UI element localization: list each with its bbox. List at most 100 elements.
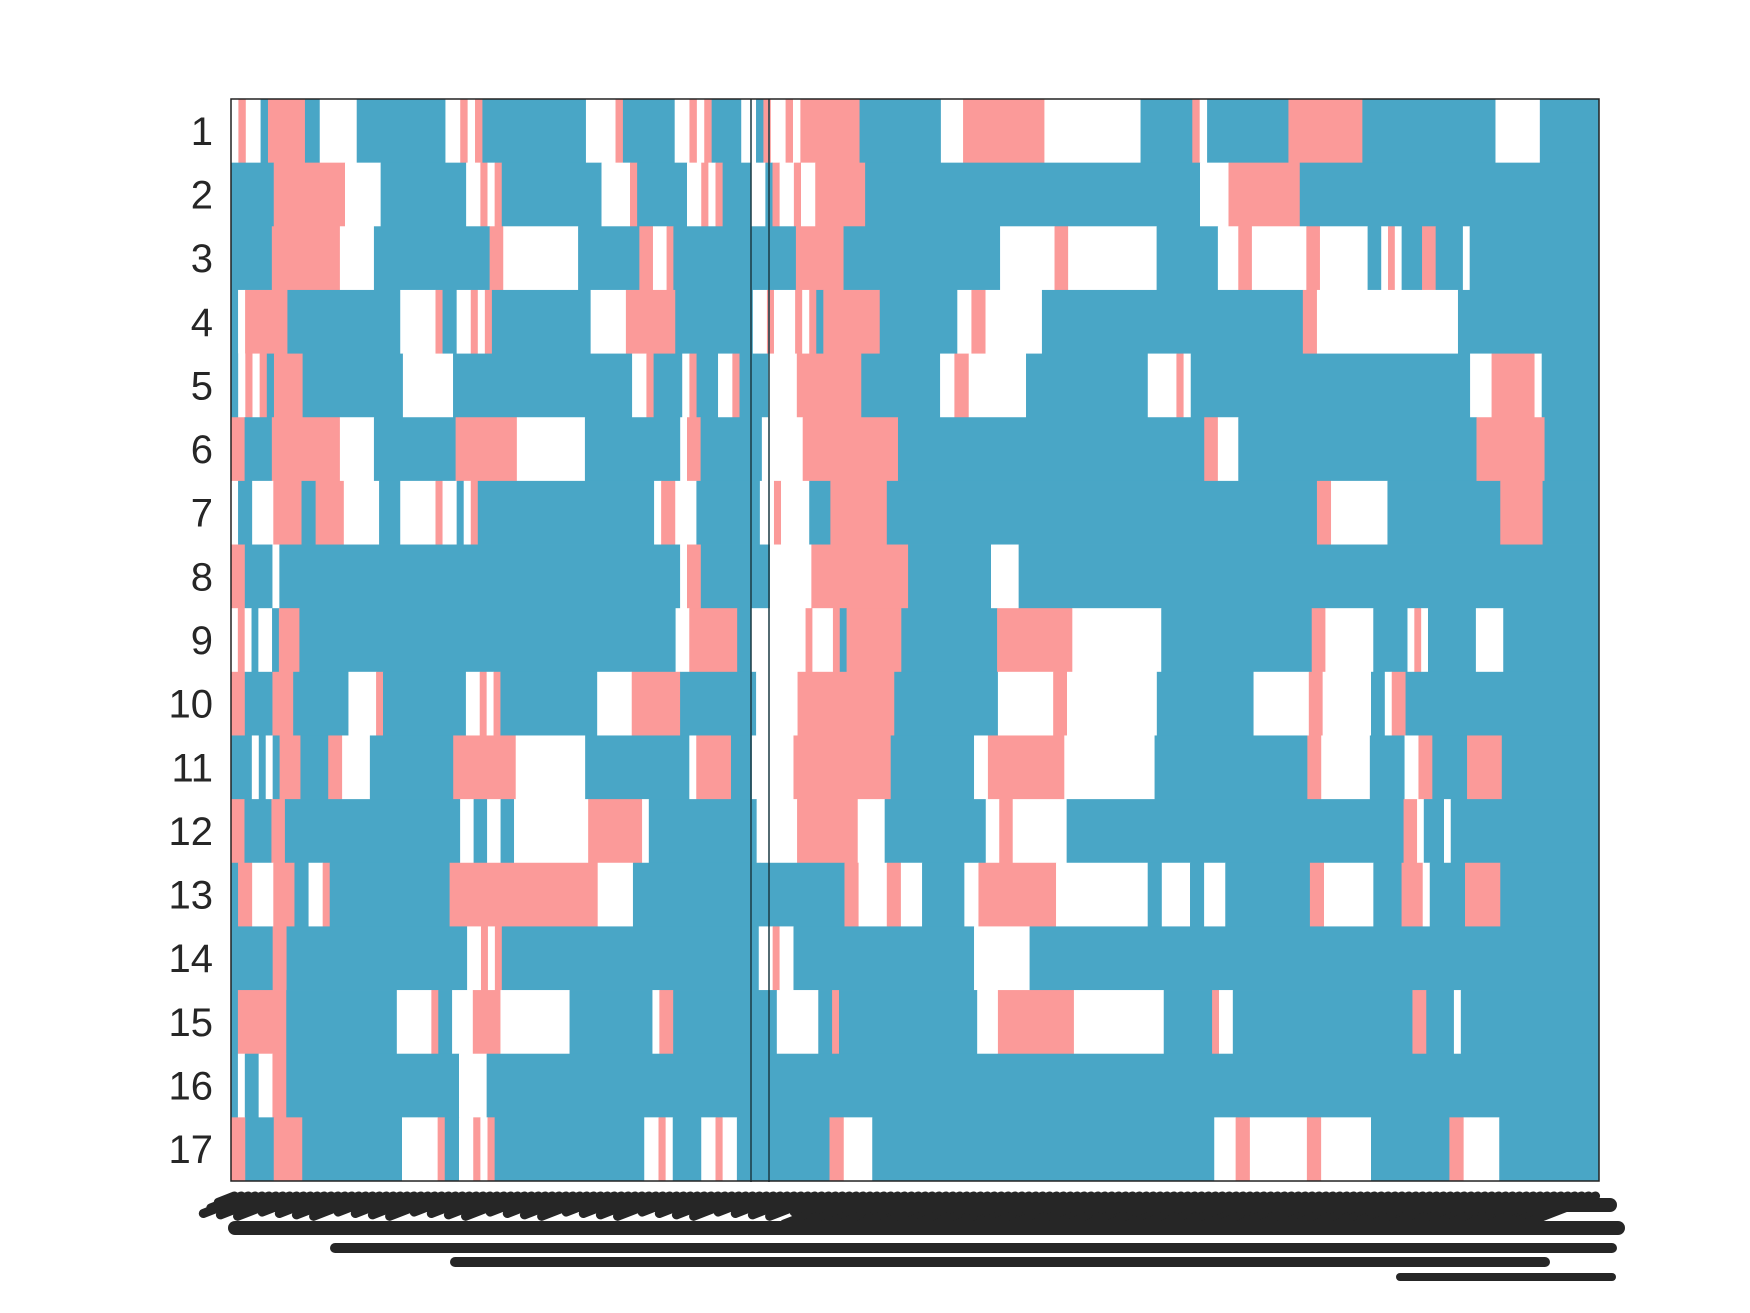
heatmap-cell-row-17-seg-8 [473, 1117, 481, 1182]
heatmap-cell-row-2-seg-10 [630, 162, 638, 227]
heatmap-cell-row-13-seg-11 [759, 862, 845, 927]
heatmap-cell-row-3-seg-13 [1000, 226, 1055, 291]
row-label-2: 2 [191, 173, 213, 217]
heatmap-cell-row-1-seg-21 [741, 99, 757, 164]
heatmap-cell-row-9-seg-24 [1407, 608, 1415, 673]
heatmap-cell-row-2-seg-26 [1228, 162, 1301, 227]
heatmap-cell-row-13-seg-6 [322, 862, 331, 927]
heatmap-cell-row-14-seg-9 [772, 926, 780, 991]
heatmap-cell-row-16-seg-2 [244, 1053, 260, 1118]
heatmap-cell-row-1-seg-17 [689, 99, 698, 164]
heatmap-cell-row-5-seg-0 [231, 353, 239, 418]
heatmap-cell-row-11-seg-29 [1467, 735, 1503, 800]
heatmap-cell-row-11-seg-11 [515, 735, 586, 800]
heatmap-cell-row-5-seg-18 [739, 353, 769, 418]
heatmap-cell-row-15-seg-23 [1232, 990, 1413, 1055]
heatmap-cell-row-15-seg-13 [776, 990, 819, 1055]
heatmap-cell-row-15-seg-0 [231, 990, 239, 1055]
heatmap-cell-row-4-seg-19 [802, 289, 810, 354]
heatmap-cell-row-3-seg-30 [1469, 226, 1600, 291]
heatmap-cell-row-8-seg-6 [700, 544, 771, 609]
heatmap-cell-row-3-seg-8 [652, 226, 667, 291]
heatmap-cell-row-11-seg-19 [974, 735, 989, 800]
heatmap-cell-row-1-seg-23 [763, 99, 772, 164]
x-tick-labels [198, 1191, 1625, 1281]
heatmap-cell-row-1-seg-12 [482, 99, 587, 164]
heatmap-cell-row-7-seg-28 [1500, 480, 1543, 545]
heatmap-cell-row-13-seg-26 [1323, 862, 1374, 927]
heatmap-cell-row-9-seg-26 [1421, 608, 1429, 673]
heatmap-cell-row-3-seg-27 [1422, 226, 1437, 291]
heatmap-cell-row-17-seg-32 [1499, 1117, 1600, 1182]
heatmap-cell-row-7-seg-4 [301, 480, 317, 545]
heatmap-cell-row-14-seg-6 [494, 926, 503, 991]
heatmap-cell-row-6-seg-12 [802, 417, 899, 482]
heatmap-cell-row-5-seg-6 [273, 353, 304, 418]
heatmap-cell-row-6-seg-18 [1544, 417, 1600, 482]
heatmap-cell-row-1-seg-4 [267, 99, 306, 164]
heatmap-cell-row-6-seg-3 [339, 417, 375, 482]
heatmap-cell-row-14-seg-2 [286, 926, 468, 991]
heatmap-cell-row-3-seg-21 [1319, 226, 1368, 291]
heatmap-cell-row-7-seg-7 [379, 480, 401, 545]
heatmap-cell-row-6-seg-2 [271, 417, 341, 482]
row-label-16: 16 [169, 1065, 214, 1109]
heatmap-cell-row-17-seg-28 [1371, 1117, 1450, 1182]
heatmap-cell-row-10-seg-24 [1322, 671, 1372, 736]
heatmap-cell-row-9-seg-20 [1161, 608, 1313, 673]
heatmap-cell-row-4-seg-4 [400, 289, 436, 354]
heatmap-cell-row-11-seg-4 [272, 735, 280, 800]
heatmap-cell-row-11-seg-14 [696, 735, 732, 800]
heatmap-cell-row-6-seg-17 [1476, 417, 1545, 482]
heatmap-cell-row-4-seg-7 [456, 289, 472, 354]
heatmap-cell-row-1-seg-5 [304, 99, 321, 164]
heatmap-cell-row-1-seg-32 [1140, 99, 1193, 164]
heatmap-cell-row-15-seg-14 [818, 990, 833, 1055]
heatmap-cell-row-11-seg-24 [1321, 735, 1371, 800]
heatmap-cell-row-11-seg-1 [251, 735, 260, 800]
heatmap-cell-row-11-seg-6 [300, 735, 329, 800]
heatmap-cell-row-6-seg-14 [1204, 417, 1219, 482]
heatmap-cell-row-2-seg-16 [722, 162, 752, 227]
heatmap-cell-row-12-seg-3 [284, 799, 461, 864]
heatmap-cell-row-4-seg-27 [1041, 289, 1304, 354]
heatmap-cell-row-14-seg-8 [758, 926, 774, 991]
heatmap-cell-row-10-seg-7 [465, 671, 481, 736]
heatmap-cell-row-15-seg-3 [396, 990, 432, 1055]
heatmap-cell-row-10-seg-27 [1391, 671, 1406, 736]
heatmap-cell-row-8-seg-2 [272, 544, 280, 609]
heatmap-cell-row-7-seg-8 [400, 480, 436, 545]
heatmap-cell-row-11-seg-22 [1154, 735, 1308, 800]
heatmap-cell-row-10-seg-19 [1053, 671, 1068, 736]
heatmap-cell-row-1-seg-29 [940, 99, 964, 164]
heatmap-cell-row-17-seg-0 [231, 1117, 246, 1182]
heatmap-cell-row-17-seg-29 [1449, 1117, 1465, 1182]
heatmap-cell-row-2-seg-0 [231, 162, 275, 227]
heatmap-cell-row-10-seg-18 [997, 671, 1054, 736]
heatmap-cell-row-3-seg-11 [795, 226, 844, 291]
heatmap-cell-row-13-seg-21 [1161, 862, 1191, 927]
heatmap-cell-row-5-seg-16 [718, 353, 733, 418]
heatmap-cell-row-17-seg-5 [437, 1117, 446, 1182]
heatmap-cell-row-15-seg-24 [1412, 990, 1427, 1055]
heatmap-cell-row-12-seg-23 [1444, 799, 1452, 864]
row-label-3: 3 [191, 237, 213, 281]
heatmap-cell-row-7-seg-21 [781, 480, 810, 545]
heatmap-cell-row-5-seg-10 [632, 353, 647, 418]
heatmap-cell-row-3-seg-7 [639, 226, 654, 291]
heatmap-cell-row-16-seg-0 [231, 1053, 239, 1118]
heatmap-cell-row-10-seg-15 [756, 671, 798, 736]
heatmap-cell-row-7-seg-29 [1542, 480, 1600, 545]
heatmap-cell-row-7-seg-12 [463, 480, 472, 545]
heatmap-cell-row-3-seg-26 [1401, 226, 1423, 291]
heatmap-cell-row-3-seg-4 [489, 226, 504, 291]
heatmap-cell-row-11-seg-9 [369, 735, 454, 800]
heatmap-cell-row-12-seg-18 [1012, 799, 1068, 864]
heatmap-cell-row-5-seg-19 [768, 353, 798, 418]
heatmap-cell-row-2-seg-14 [708, 162, 716, 227]
heatmap-cell-row-10-seg-0 [231, 671, 246, 736]
heatmap-cell-row-3-seg-29 [1462, 226, 1471, 291]
heatmap-cell-row-17-seg-2 [273, 1117, 303, 1182]
heatmap-cell-row-1-seg-26 [792, 99, 801, 164]
heatmap-cell-row-4-seg-28 [1302, 289, 1318, 354]
